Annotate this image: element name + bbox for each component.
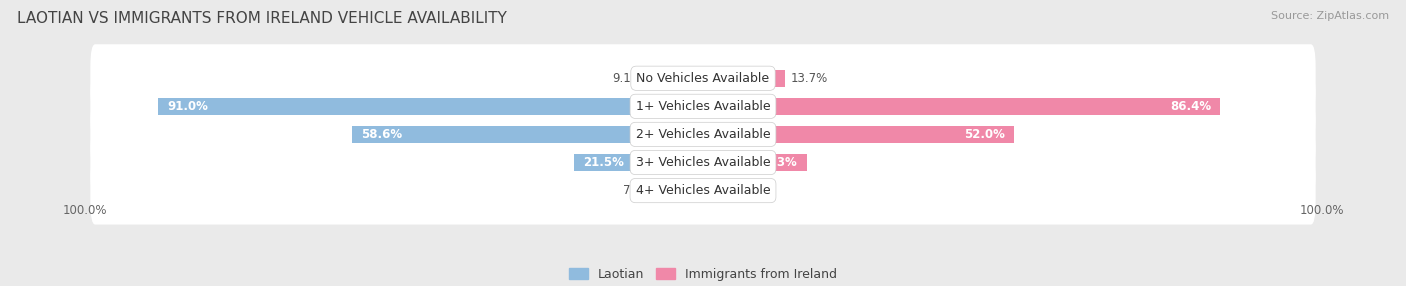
Bar [703, 126, 1014, 143]
Text: 17.3%: 17.3% [756, 156, 797, 169]
Text: 4+ Vehicles Available: 4+ Vehicles Available [636, 184, 770, 197]
Text: No Vehicles Available: No Vehicles Available [637, 72, 769, 85]
Text: 1+ Vehicles Available: 1+ Vehicles Available [636, 100, 770, 113]
Text: 86.4%: 86.4% [1170, 100, 1212, 113]
Text: 100.0%: 100.0% [1299, 204, 1344, 217]
Bar [574, 154, 703, 171]
Text: 9.1%: 9.1% [613, 72, 643, 85]
FancyBboxPatch shape [90, 128, 1316, 196]
FancyBboxPatch shape [90, 72, 1316, 140]
Bar [157, 98, 703, 115]
Text: 52.0%: 52.0% [965, 128, 1005, 141]
Text: 91.0%: 91.0% [167, 100, 208, 113]
Text: 13.7%: 13.7% [792, 72, 828, 85]
FancyBboxPatch shape [90, 44, 1316, 112]
Text: 58.6%: 58.6% [361, 128, 402, 141]
Text: 7.4%: 7.4% [623, 184, 652, 197]
Bar [703, 182, 735, 199]
Text: 2+ Vehicles Available: 2+ Vehicles Available [636, 128, 770, 141]
Text: 5.4%: 5.4% [741, 184, 770, 197]
Bar [658, 182, 703, 199]
Bar [703, 69, 785, 87]
FancyBboxPatch shape [90, 100, 1316, 168]
Text: 21.5%: 21.5% [583, 156, 624, 169]
Text: Source: ZipAtlas.com: Source: ZipAtlas.com [1271, 11, 1389, 21]
Text: 3+ Vehicles Available: 3+ Vehicles Available [636, 156, 770, 169]
Legend: Laotian, Immigrants from Ireland: Laotian, Immigrants from Ireland [564, 263, 842, 286]
FancyBboxPatch shape [90, 157, 1316, 225]
Bar [648, 69, 703, 87]
Bar [352, 126, 703, 143]
Bar [703, 98, 1220, 115]
Bar [703, 154, 807, 171]
Text: LAOTIAN VS IMMIGRANTS FROM IRELAND VEHICLE AVAILABILITY: LAOTIAN VS IMMIGRANTS FROM IRELAND VEHIC… [17, 11, 506, 26]
Text: 100.0%: 100.0% [62, 204, 107, 217]
